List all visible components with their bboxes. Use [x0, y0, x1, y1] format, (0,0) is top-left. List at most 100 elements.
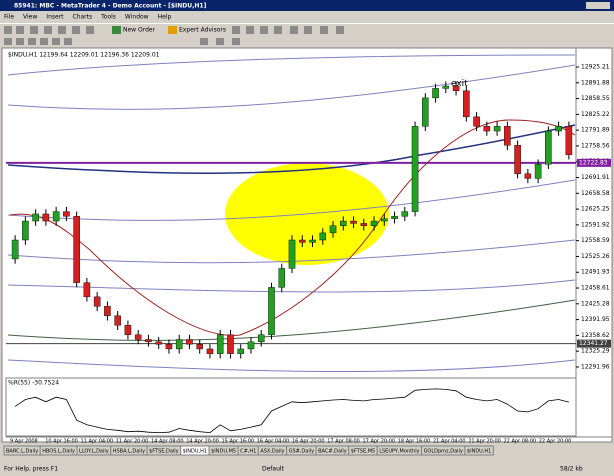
candle-body — [309, 239, 316, 243]
menu-item[interactable]: Help — [158, 14, 172, 21]
candle-body — [145, 339, 152, 343]
candle-body — [545, 130, 552, 165]
y-tick-label: 12658.58 — [581, 190, 610, 197]
y-tick-label: 12491.93 — [581, 269, 610, 276]
x-tick-label: 11 Apr 20:00 — [116, 439, 149, 445]
tab-label[interactable]: HSBA.L,Daily — [113, 449, 145, 455]
candle-body — [22, 220, 29, 241]
tab-label[interactable]: HBOS.L,Daily — [42, 449, 75, 455]
title-bar — [0, 0, 614, 11]
candle-body — [247, 341, 255, 350]
indicator-lines — [7, 54, 576, 373]
tab-label[interactable]: $INDU,H1 — [467, 449, 491, 455]
expert-icon[interactable] — [168, 26, 177, 34]
candle-body — [452, 85, 460, 91]
tab-label[interactable]: BARC.L,Daily — [6, 449, 38, 455]
candle-body — [114, 315, 121, 326]
candle-body — [483, 126, 491, 132]
tab-label[interactable]: $FTSE,Daily — [149, 449, 179, 455]
x-tick-label: 22 Apr 08:00 — [504, 439, 537, 445]
candle-body — [504, 126, 511, 146]
candle-body — [186, 339, 193, 345]
candle-body — [196, 344, 203, 350]
menu-item[interactable]: Charts — [73, 14, 93, 21]
level-label: 12341.27 — [579, 340, 608, 347]
tab-label[interactable]: GOLDpmz,Daily — [424, 449, 463, 455]
window-title: 85941: MBC - MetaTrader 4 - Demo Account… — [14, 3, 207, 10]
x-tick-label: 11 Apr 04:00 — [81, 439, 114, 445]
window-controls[interactable] — [586, 2, 610, 9]
wpr-line — [14, 388, 569, 434]
x-tick-label: 16 Apr 04:00 — [257, 439, 290, 445]
candle-body — [350, 220, 357, 224]
candle-body — [565, 126, 573, 155]
candle-body — [360, 223, 368, 226]
tab-label[interactable]: LSEUPY,Monthly — [379, 449, 419, 455]
candle-body — [442, 85, 450, 89]
tab-label[interactable]: LLOY.L,Daily — [79, 449, 109, 455]
x-tick-label: 14 Apr 20:00 — [186, 439, 219, 445]
candle-body — [288, 239, 296, 269]
candle-body — [370, 220, 378, 226]
tab-label[interactable]: $FTSE,M5 — [351, 449, 375, 455]
y-tick-label: 12691.91 — [581, 174, 610, 181]
new-order-icon[interactable] — [112, 26, 121, 34]
candle-body — [319, 232, 327, 241]
candle-body — [155, 341, 162, 345]
candle-body — [134, 334, 142, 340]
candle-body — [175, 339, 183, 350]
new-order-button[interactable]: New Order — [123, 27, 156, 34]
y-tick-label: 12791.89 — [581, 127, 610, 134]
menu-item[interactable]: Window — [125, 14, 149, 21]
y-tick-label: 12591.92 — [581, 221, 610, 228]
y-tick-label: 12325.29 — [581, 348, 610, 355]
menu-item[interactable]: File — [4, 14, 14, 21]
y-tick-label: 12458.61 — [581, 285, 610, 292]
x-tick-label: 18 Apr 16:00 — [398, 439, 431, 445]
candle-body — [104, 306, 111, 316]
candle-body — [165, 344, 173, 350]
candle-body — [432, 88, 439, 99]
candle-body — [32, 213, 39, 222]
candle-body — [473, 116, 480, 127]
y-tick-label: 12825.22 — [581, 111, 610, 118]
y-tick-label: 12558.59 — [581, 237, 610, 244]
candle-body — [411, 126, 419, 212]
x-tick-label: 10 Apr 16:00 — [45, 439, 78, 445]
candle-body — [493, 126, 501, 132]
y-tick-label: 12425.28 — [581, 300, 610, 307]
tab-label[interactable]: BAC#,Daily — [318, 449, 347, 455]
level-label: 12722.83 — [579, 159, 608, 166]
candle-body — [298, 239, 306, 243]
candle-body — [227, 334, 234, 354]
menu-item[interactable]: View — [23, 14, 37, 21]
annotation: exit — [451, 79, 468, 89]
expert-advisors-button[interactable]: Expert Advisors — [179, 27, 226, 34]
candle-body — [216, 334, 224, 354]
candle-body — [329, 225, 337, 234]
tab-label[interactable]: ASX,Daily — [260, 449, 284, 455]
tab-label[interactable]: GS#,Daily — [289, 449, 315, 455]
menu-item[interactable]: Insert — [46, 14, 64, 21]
level-tag — [577, 339, 611, 348]
y-tick-label: 12925.21 — [581, 64, 610, 71]
y-tick-label: 12391.95 — [581, 316, 610, 323]
y-tick-label: 12291.96 — [581, 363, 610, 370]
tab[interactable] — [464, 445, 494, 456]
status-traffic: 58/2 kb — [560, 466, 583, 473]
candle-body — [83, 282, 91, 298]
candle-body — [514, 145, 521, 174]
x-tick-label: 15 Apr 16:00 — [222, 439, 255, 445]
tab-label[interactable]: $INDU,H1 — [183, 449, 207, 455]
x-tick-label: 14 Apr 08:00 — [151, 439, 184, 445]
candle-body — [63, 211, 70, 217]
status-bar — [0, 462, 614, 476]
tab-label[interactable]: C#,H1 — [240, 449, 256, 455]
candle-body — [268, 287, 275, 335]
candle-body — [73, 216, 80, 283]
menu-item[interactable]: Tools — [100, 14, 116, 21]
tab-label[interactable]: $INDU,M5 — [211, 449, 236, 455]
candle-body — [278, 268, 286, 288]
x-tick-label: 17 Apr 20:00 — [363, 439, 396, 445]
